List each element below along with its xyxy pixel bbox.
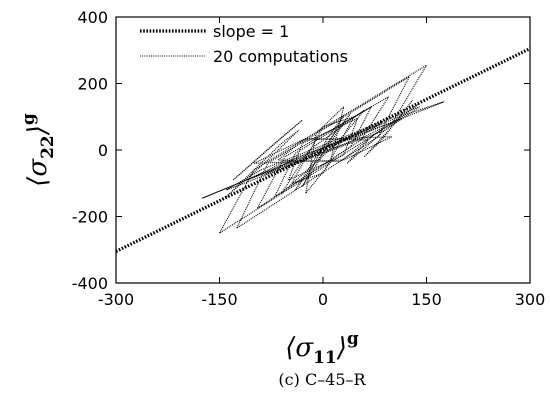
axis-ticks: -300 -150 0 150 300 -400 -200 0 200 400 <box>72 8 546 309</box>
computation-loops <box>202 64 445 234</box>
computation-loop-7 <box>294 113 352 191</box>
y-tick-label: 200 <box>77 75 108 94</box>
y-tick-label: -200 <box>72 208 108 227</box>
computation-loop-11 <box>264 122 382 176</box>
x-tick-label: -300 <box>98 290 134 309</box>
computation-loop-19 <box>277 137 370 163</box>
slope-line-layer <box>115 47 531 253</box>
x-axis-title-sup: g <box>347 329 359 349</box>
x-tick-label: 300 <box>515 290 546 309</box>
computation-loop-1 <box>219 64 427 234</box>
figure-caption: (c) C–45–R <box>278 370 366 389</box>
computation-loop-13 <box>232 119 303 181</box>
computation-loop-16 <box>287 117 359 181</box>
computation-loop-5 <box>274 105 373 198</box>
x-axis-title-sub: 11 <box>313 348 337 368</box>
slope-line <box>115 47 531 253</box>
computation-loop-12 <box>226 129 300 198</box>
computation-loop-10 <box>246 117 403 181</box>
legend-label-computations: 20 computations <box>213 47 348 66</box>
y-axis-title-close: ⟩ <box>23 125 53 136</box>
y-axis-title: ⟨σ22⟩g <box>19 113 58 187</box>
legend: slope = 1 20 computations <box>140 22 348 66</box>
x-tick-label: -150 <box>201 290 237 309</box>
y-tick-label: 400 <box>77 8 108 27</box>
y-tick-label: 0 <box>98 141 108 160</box>
x-tick-label: 150 <box>411 290 442 309</box>
computation-loop-17 <box>305 105 345 194</box>
y-axis-title-main: ⟨σ <box>23 158 53 187</box>
x-tick-label: 0 <box>318 290 328 309</box>
computation-loop-14 <box>346 102 420 164</box>
x-axis-title: ⟨σ11⟩g <box>285 329 359 368</box>
computation-loop-15 <box>363 99 414 158</box>
x-axis-title-main: ⟨σ <box>285 333 314 363</box>
y-axis-title-sub: 22 <box>38 135 58 159</box>
x-axis-title-close: ⟩ <box>336 333 347 363</box>
y-axis-title-sup: g <box>19 113 39 125</box>
computation-loop-6 <box>281 109 365 194</box>
legend-label-slope: slope = 1 <box>213 22 289 41</box>
computation-loop-20 <box>291 115 356 184</box>
computation-loop-8 <box>301 114 345 187</box>
y-tick-label: -400 <box>72 274 108 293</box>
